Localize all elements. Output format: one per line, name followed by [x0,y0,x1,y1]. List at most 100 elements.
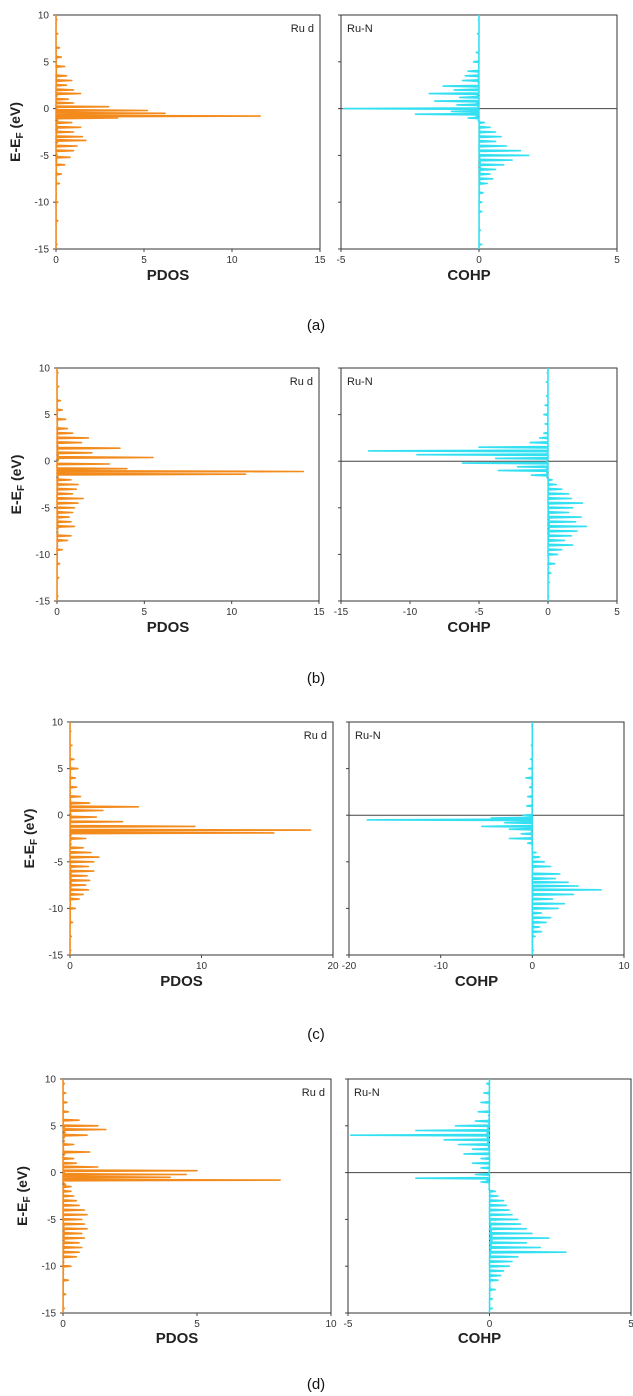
pdos-series-line [62,1079,281,1313]
y-tick-label: -10 [49,904,64,915]
pdos-series-label: Ru d [290,376,313,388]
y-tick-label: -15 [35,245,50,256]
x-tick-label: 0 [60,1319,66,1330]
x-tick-label: 0 [530,961,536,972]
y-tick-label: -15 [42,1309,57,1320]
x-tick-label: 10 [618,961,630,972]
y-tick-label: -5 [47,1215,56,1226]
figure-1: E-EF (eV) -15 -10 -5 0 5 10 0 5 10 15 Ru d PDOS -5 0 5 R… [7,11,620,335]
x-tick-label: 10 [325,1319,337,1330]
pdos-x-axis-label: PDOS [156,1330,199,1347]
y-tick-label: -10 [35,198,50,209]
x-tick-label: -10 [403,607,418,618]
figure-3: E-EF (eV) -15 -10 -5 0 5 10 0 10 20 Ru d PDOS -20 -10… [21,718,630,1044]
cohp-series-label: Ru-N [347,376,373,388]
y-axis-label: E-EF (eV) [14,1166,33,1226]
figure-caption: (d) [307,1376,325,1393]
cohp-series-label: Ru-N [354,1087,380,1099]
x-tick-label: 5 [614,607,620,618]
pdos-series-label: Ru d [291,23,314,35]
pdos-panel: 0 5 10 Ru d PDOS [60,1078,337,1347]
y-tick-label: 10 [45,1075,57,1086]
y-tick-label: 0 [57,811,63,822]
y-axis-label: E-EF (eV) [8,455,27,515]
pdos-series-line [55,15,262,249]
cohp-frame [340,367,618,602]
cohp-series-line [366,722,602,955]
pdos-frame [56,367,320,602]
cohp-panel: -5 0 5 Ru-N COHP [344,1078,633,1347]
x-tick-label: 5 [141,255,147,266]
x-tick-label: 5 [614,255,620,266]
y-tick-label: -15 [36,597,51,608]
x-tick-label: 5 [628,1319,633,1330]
x-tick-label: -5 [337,255,346,266]
cohp-series-line [349,1079,567,1313]
cohp-panel: -15 -10 -5 0 5 Ru-N COHP [334,367,620,636]
x-tick-label: 0 [545,607,551,618]
pdos-frame [62,1078,332,1314]
y-tick-label: 0 [50,1168,56,1179]
cohp-series-line [367,368,588,601]
x-tick-label: 15 [313,607,325,618]
cohp-x-axis-label: COHP [447,267,490,284]
y-tick-label: 5 [44,410,50,421]
cohp-x-axis-label: COHP [447,619,490,636]
pdos-series-line [69,722,312,955]
y-axis-label: E-EF (eV) [21,809,40,869]
x-tick-label: 10 [226,607,238,618]
pdos-series-label: Ru d [304,730,327,742]
x-tick-label: -20 [342,961,357,972]
x-tick-label: 0 [67,961,73,972]
pdos-panel: 0 5 10 15 Ru d PDOS [54,367,325,636]
x-tick-label: -10 [433,961,448,972]
cohp-series-line [342,15,530,249]
y-tick-label: 5 [57,764,63,775]
figure-caption: (a) [307,317,325,334]
y-tick-label: 10 [38,11,50,22]
x-tick-label: 20 [327,961,339,972]
x-tick-label: -15 [334,607,349,618]
figure-4: E-EF (eV) -15 -10 -5 0 5 10 0 5 10 Ru d PDOS -5 0 5 Ru-… [14,1075,633,1394]
x-tick-label: 5 [142,607,148,618]
y-tick-label: 0 [44,457,50,468]
x-tick-label: -5 [475,607,484,618]
y-tick-label: 5 [50,1121,56,1132]
y-tick-label: 5 [43,57,49,68]
y-tick-label: 0 [43,104,49,115]
pdos-panel: 0 5 10 15 Ru d PDOS [53,14,326,284]
y-tick-label: -5 [40,151,49,162]
x-tick-label: 5 [194,1319,200,1330]
y-tick-label: -5 [41,503,50,514]
x-tick-label: 0 [487,1319,493,1330]
cohp-panel: -5 0 5 Ru-N COHP [337,14,620,284]
y-tick-label: 10 [39,364,51,375]
y-tick-label: -10 [36,550,51,561]
pdos-x-axis-label: PDOS [160,973,203,990]
x-tick-label: 0 [476,255,482,266]
y-tick-label: 10 [52,718,64,729]
pdos-series-line [56,368,305,601]
y-axis-label: E-EF (eV) [7,102,26,162]
x-tick-label: -5 [344,1319,353,1330]
x-tick-label: 15 [314,255,326,266]
x-tick-label: 0 [53,255,59,266]
x-tick-label: 10 [196,961,208,972]
pdos-frame [69,721,334,956]
figure-caption: (b) [307,670,325,687]
pdos-x-axis-label: PDOS [147,267,190,284]
cohp-frame [348,721,625,956]
x-tick-label: 10 [226,255,238,266]
cohp-x-axis-label: COHP [455,973,498,990]
y-tick-label: -5 [54,857,63,868]
cohp-panel: -20 -10 0 10 Ru-N COHP [342,721,630,990]
cohp-series-label: Ru-N [355,730,381,742]
cohp-series-label: Ru-N [347,23,373,35]
pdos-frame [55,14,321,250]
pdos-panel: 0 10 20 Ru d PDOS [67,721,339,990]
cohp-x-axis-label: COHP [458,1330,501,1347]
x-tick-label: 0 [54,607,60,618]
y-tick-label: -15 [49,951,64,962]
